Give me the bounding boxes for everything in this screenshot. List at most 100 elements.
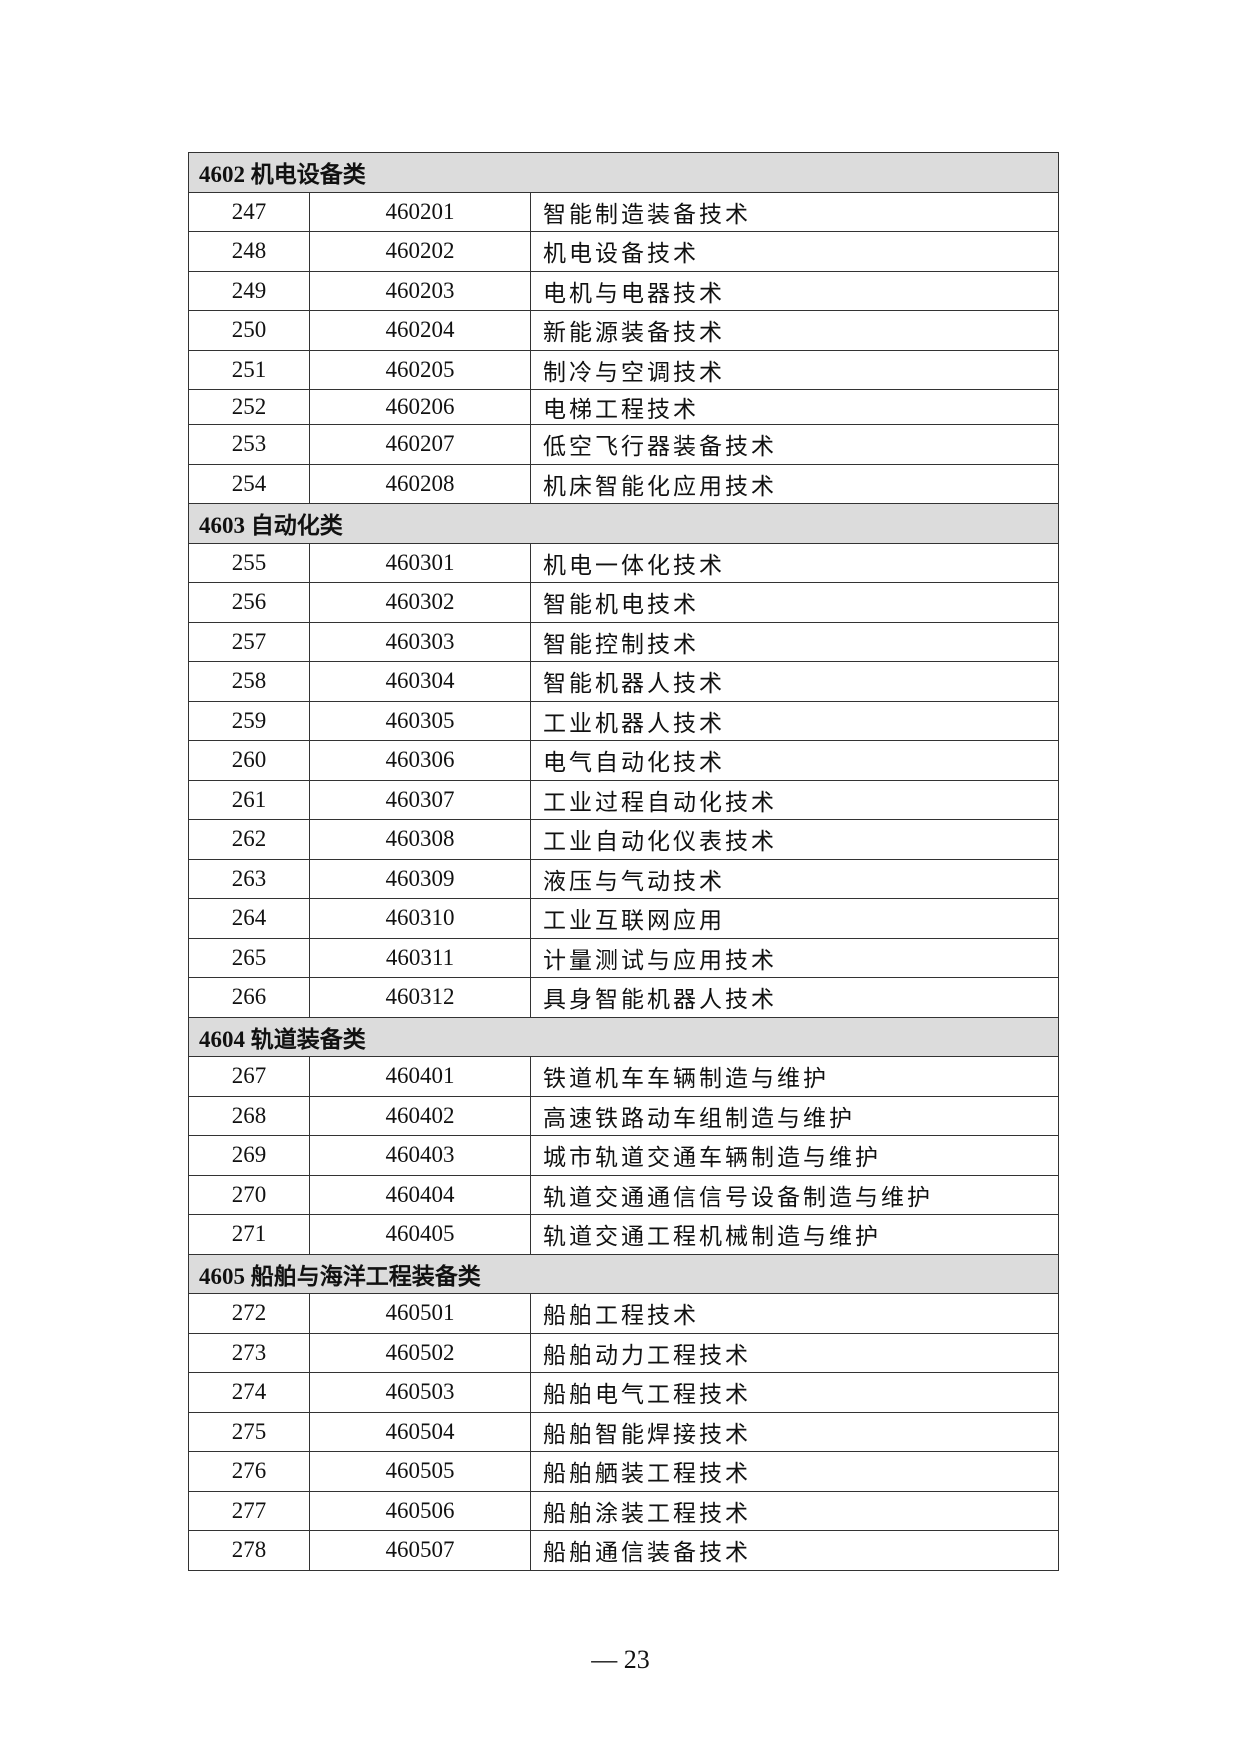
major-code: 460302 (309, 582, 531, 623)
major-code: 460502 (309, 1332, 531, 1373)
serial-number: 258 (188, 661, 310, 702)
table-row: 260 460306 电气自动化技术 (188, 740, 1059, 781)
major-code: 460201 (309, 191, 531, 232)
category-title: 4604 轨道装备类 (188, 1016, 1059, 1057)
serial-number: 251 (188, 349, 310, 390)
table-row: 250 460204 新能源装备技术 (188, 310, 1059, 351)
major-catalog-table: 4602 机电设备类 247 460201 智能制造装备技术 248 460202 机电设备… (188, 152, 1059, 1571)
serial-number: 266 (188, 977, 310, 1018)
category-title: 4605 船舶与海洋工程装备类 (188, 1253, 1059, 1294)
major-name: 船舶电气工程技术 (530, 1372, 1059, 1413)
table-row: 265 460311 计量测试与应用技术 (188, 937, 1059, 978)
major-code: 460311 (309, 937, 531, 978)
major-code: 460501 (309, 1293, 531, 1334)
major-code: 460305 (309, 700, 531, 741)
major-name: 工业过程自动化技术 (530, 779, 1059, 820)
serial-number: 247 (188, 191, 310, 232)
major-code: 460306 (309, 740, 531, 781)
table-row: 272 460501 船舶工程技术 (188, 1293, 1059, 1334)
major-name: 制冷与空调技术 (530, 349, 1059, 390)
table-row: 253 460207 低空飞行器装备技术 (188, 424, 1059, 465)
serial-number: 268 (188, 1095, 310, 1136)
serial-number: 263 (188, 858, 310, 899)
table-row: 262 460308 工业自动化仪表技术 (188, 819, 1059, 860)
major-name: 船舶智能焊接技术 (530, 1411, 1059, 1452)
major-name: 船舶工程技术 (530, 1293, 1059, 1334)
major-name: 新能源装备技术 (530, 310, 1059, 351)
major-code: 460310 (309, 898, 531, 939)
serial-number: 265 (188, 937, 310, 978)
major-code: 460504 (309, 1411, 531, 1452)
major-name: 电机与电器技术 (530, 270, 1059, 311)
table-row: 258 460304 智能机器人技术 (188, 661, 1059, 702)
serial-number: 260 (188, 740, 310, 781)
major-name: 机床智能化应用技术 (530, 463, 1059, 504)
major-code: 460207 (309, 424, 531, 465)
table-row: 274 460503 船舶电气工程技术 (188, 1372, 1059, 1413)
major-name: 工业机器人技术 (530, 700, 1059, 741)
category-row: 4603 自动化类 (188, 503, 1059, 544)
table-row: 252 460206 电梯工程技术 (188, 389, 1059, 425)
serial-number: 256 (188, 582, 310, 623)
serial-number: 252 (188, 389, 310, 425)
table-row: 267 460401 铁道机车车辆制造与维护 (188, 1056, 1059, 1097)
category-row: 4605 船舶与海洋工程装备类 (188, 1253, 1059, 1294)
major-name: 轨道交通通信信号设备制造与维护 (530, 1174, 1059, 1215)
table-row: 275 460504 船舶智能焊接技术 (188, 1411, 1059, 1452)
table-row: 268 460402 高速铁路动车组制造与维护 (188, 1095, 1059, 1136)
major-code: 460505 (309, 1451, 531, 1492)
major-code: 460205 (309, 349, 531, 390)
major-code: 460303 (309, 621, 531, 662)
major-code: 460301 (309, 542, 531, 583)
major-code: 460405 (309, 1214, 531, 1255)
category-title: 4603 自动化类 (188, 503, 1059, 544)
table-row: 259 460305 工业机器人技术 (188, 700, 1059, 741)
major-code: 460203 (309, 270, 531, 311)
table-row: 269 460403 城市轨道交通车辆制造与维护 (188, 1135, 1059, 1176)
serial-number: 264 (188, 898, 310, 939)
major-name: 智能制造装备技术 (530, 191, 1059, 232)
major-name: 计量测试与应用技术 (530, 937, 1059, 978)
table-row: 266 460312 具身智能机器人技术 (188, 977, 1059, 1018)
table-row: 255 460301 机电一体化技术 (188, 542, 1059, 583)
serial-number: 250 (188, 310, 310, 351)
serial-number: 248 (188, 231, 310, 272)
major-name: 具身智能机器人技术 (530, 977, 1059, 1018)
serial-number: 254 (188, 463, 310, 504)
category-row: 4604 轨道装备类 (188, 1016, 1059, 1057)
table-row: 261 460307 工业过程自动化技术 (188, 779, 1059, 820)
major-code: 460304 (309, 661, 531, 702)
serial-number: 278 (188, 1530, 310, 1571)
table-row: 251 460205 制冷与空调技术 (188, 349, 1059, 390)
serial-number: 267 (188, 1056, 310, 1097)
table-row: 254 460208 机床智能化应用技术 (188, 463, 1059, 504)
major-name: 液压与气动技术 (530, 858, 1059, 899)
table-row: 264 460310 工业互联网应用 (188, 898, 1059, 939)
serial-number: 275 (188, 1411, 310, 1452)
table-row: 276 460505 船舶舾装工程技术 (188, 1451, 1059, 1492)
major-code: 460503 (309, 1372, 531, 1413)
major-name: 高速铁路动车组制造与维护 (530, 1095, 1059, 1136)
category-row: 4602 机电设备类 (188, 152, 1059, 193)
major-code: 460307 (309, 779, 531, 820)
major-code: 460206 (309, 389, 531, 425)
major-name: 电梯工程技术 (530, 389, 1059, 425)
table-row: 278 460507 船舶通信装备技术 (188, 1530, 1059, 1571)
major-code: 460202 (309, 231, 531, 272)
table-row: 248 460202 机电设备技术 (188, 231, 1059, 272)
major-code: 460312 (309, 977, 531, 1018)
major-code: 460507 (309, 1530, 531, 1571)
major-code: 460204 (309, 310, 531, 351)
major-name: 机电设备技术 (530, 231, 1059, 272)
major-name: 工业互联网应用 (530, 898, 1059, 939)
major-code: 460401 (309, 1056, 531, 1097)
major-name: 船舶动力工程技术 (530, 1332, 1059, 1373)
serial-number: 269 (188, 1135, 310, 1176)
major-name: 轨道交通工程机械制造与维护 (530, 1214, 1059, 1255)
serial-number: 277 (188, 1490, 310, 1531)
major-code: 460403 (309, 1135, 531, 1176)
table-row: 257 460303 智能控制技术 (188, 621, 1059, 662)
major-code: 460506 (309, 1490, 531, 1531)
page-number: — 23 (591, 1645, 650, 1674)
